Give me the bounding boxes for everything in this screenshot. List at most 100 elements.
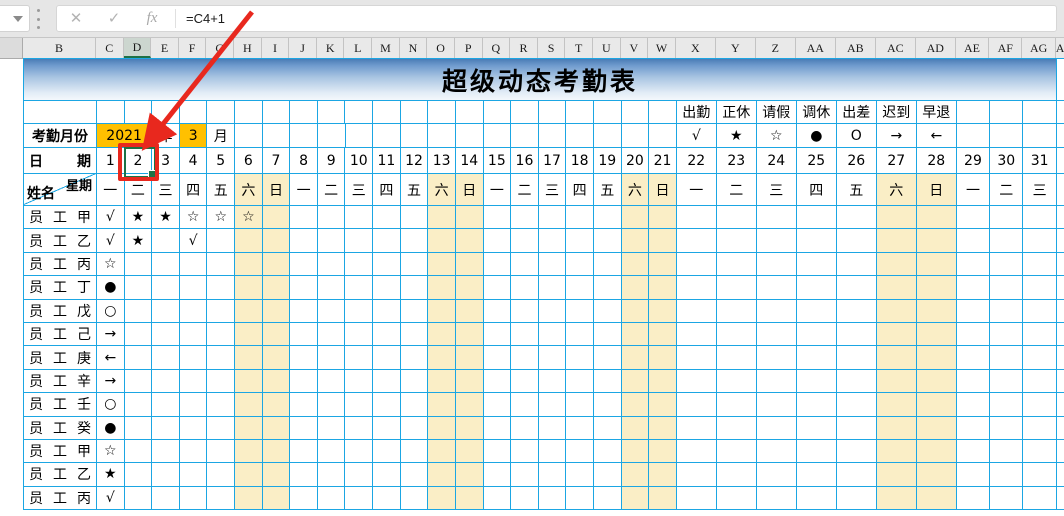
mark-cell[interactable] bbox=[317, 299, 346, 323]
mark-cell[interactable] bbox=[621, 486, 650, 511]
mark-cell[interactable] bbox=[207, 252, 236, 277]
mark-cell[interactable] bbox=[152, 322, 180, 347]
mark-cell[interactable]: ○ bbox=[97, 393, 125, 417]
date-cell-23[interactable]: 23 bbox=[716, 148, 757, 174]
legend-symbol-regular-rest[interactable]: ★ bbox=[716, 124, 757, 148]
mark-cell[interactable] bbox=[990, 369, 1024, 394]
mark-cell[interactable] bbox=[566, 463, 594, 487]
mark-cell[interactable] bbox=[649, 276, 677, 300]
partial-cell[interactable] bbox=[1056, 393, 1064, 417]
partial-cell[interactable] bbox=[1056, 322, 1064, 347]
mark-cell[interactable]: ★ bbox=[97, 463, 125, 487]
mark-cell[interactable] bbox=[676, 463, 717, 487]
mark-cell[interactable] bbox=[455, 206, 484, 230]
weekday-cell-3[interactable]: 三 bbox=[152, 174, 180, 206]
mark-cell[interactable] bbox=[152, 299, 180, 323]
mark-cell[interactable] bbox=[796, 346, 837, 370]
mark-cell[interactable] bbox=[400, 463, 429, 487]
date-cell-2[interactable]: 2 bbox=[124, 148, 153, 174]
weekday-cell-31[interactable]: 三 bbox=[1023, 174, 1057, 206]
mark-cell[interactable] bbox=[956, 416, 991, 440]
partial-cell[interactable] bbox=[1056, 174, 1064, 206]
column-header-C[interactable]: C bbox=[96, 38, 124, 58]
mark-cell[interactable] bbox=[455, 463, 484, 487]
mark-cell[interactable] bbox=[373, 299, 401, 323]
mark-cell[interactable] bbox=[317, 439, 346, 464]
column-header-H[interactable]: H bbox=[234, 38, 262, 58]
mark-cell[interactable] bbox=[716, 276, 757, 300]
mark-cell[interactable] bbox=[916, 439, 957, 464]
mark-cell[interactable] bbox=[290, 369, 318, 394]
date-cell-20[interactable]: 20 bbox=[621, 148, 650, 174]
weekday-cell-30[interactable]: 二 bbox=[990, 174, 1024, 206]
empty-cell[interactable] bbox=[621, 101, 650, 124]
mark-cell[interactable]: √ bbox=[97, 486, 125, 511]
mark-cell[interactable] bbox=[916, 369, 957, 394]
mark-cell[interactable] bbox=[796, 393, 837, 417]
mark-cell[interactable] bbox=[152, 463, 180, 487]
mark-cell[interactable]: √ bbox=[97, 206, 125, 230]
employee-name-cell[interactable]: 员工庚 bbox=[24, 346, 97, 370]
mark-cell[interactable] bbox=[373, 416, 401, 440]
empty-cell[interactable] bbox=[566, 124, 594, 148]
legend-label-early-leave[interactable]: 早退 bbox=[916, 101, 957, 124]
mark-cell[interactable] bbox=[317, 486, 346, 511]
mark-cell[interactable]: ● bbox=[97, 276, 125, 300]
mark-cell[interactable] bbox=[483, 229, 512, 253]
mark-cell[interactable] bbox=[428, 206, 456, 230]
mark-cell[interactable] bbox=[676, 252, 717, 277]
mark-cell[interactable] bbox=[676, 486, 717, 511]
weekday-cell-23[interactable]: 二 bbox=[716, 174, 757, 206]
empty-cell[interactable] bbox=[511, 124, 539, 148]
mark-cell[interactable] bbox=[1023, 486, 1057, 511]
mark-cell[interactable] bbox=[593, 346, 622, 370]
mark-cell[interactable] bbox=[990, 463, 1024, 487]
mark-cell[interactable] bbox=[428, 322, 456, 347]
partial-cell[interactable] bbox=[1056, 369, 1064, 394]
mark-cell[interactable] bbox=[483, 206, 512, 230]
mark-cell[interactable]: ☆ bbox=[179, 206, 208, 230]
mark-cell[interactable] bbox=[1023, 229, 1057, 253]
mark-cell[interactable] bbox=[428, 346, 456, 370]
mark-cell[interactable] bbox=[428, 416, 456, 440]
mark-cell[interactable] bbox=[796, 463, 837, 487]
weekday-cell-17[interactable]: 三 bbox=[538, 174, 567, 206]
mark-cell[interactable] bbox=[649, 486, 677, 511]
mark-cell[interactable]: ☆ bbox=[207, 206, 236, 230]
column-header-M[interactable]: M bbox=[372, 38, 400, 58]
partial-cell[interactable] bbox=[1056, 148, 1064, 174]
mark-cell[interactable] bbox=[511, 252, 539, 277]
partial-cell[interactable] bbox=[1056, 276, 1064, 300]
mark-cell[interactable] bbox=[290, 463, 318, 487]
mark-cell[interactable] bbox=[124, 322, 153, 347]
mark-cell[interactable] bbox=[152, 486, 180, 511]
weekday-cell-20[interactable]: 六 bbox=[621, 174, 650, 206]
mark-cell[interactable] bbox=[262, 229, 291, 253]
mark-cell[interactable] bbox=[593, 229, 622, 253]
mark-cell[interactable] bbox=[538, 439, 567, 464]
date-cell-8[interactable]: 8 bbox=[290, 148, 318, 174]
mark-cell[interactable] bbox=[235, 322, 263, 347]
mark-cell[interactable] bbox=[990, 276, 1024, 300]
column-header-R[interactable]: R bbox=[510, 38, 538, 58]
mark-cell[interactable] bbox=[676, 393, 717, 417]
empty-cell[interactable] bbox=[24, 101, 97, 124]
mark-cell[interactable] bbox=[876, 299, 917, 323]
mark-cell[interactable] bbox=[593, 276, 622, 300]
column-header-Q[interactable]: Q bbox=[483, 38, 511, 58]
mark-cell[interactable] bbox=[566, 486, 594, 511]
mark-cell[interactable] bbox=[566, 252, 594, 277]
mark-cell[interactable] bbox=[796, 416, 837, 440]
mark-cell[interactable] bbox=[876, 486, 917, 511]
empty-cell[interactable] bbox=[956, 124, 991, 148]
weekday-cell-7[interactable]: 日 bbox=[262, 174, 291, 206]
mark-cell[interactable] bbox=[345, 206, 374, 230]
mark-cell[interactable] bbox=[152, 346, 180, 370]
mark-cell[interactable] bbox=[756, 206, 797, 230]
column-header-K[interactable]: K bbox=[317, 38, 345, 58]
date-cell-10[interactable]: 10 bbox=[345, 148, 374, 174]
mark-cell[interactable]: ☆ bbox=[235, 206, 263, 230]
mark-cell[interactable] bbox=[152, 439, 180, 464]
mark-cell[interactable] bbox=[836, 416, 877, 440]
mark-cell[interactable] bbox=[836, 299, 877, 323]
